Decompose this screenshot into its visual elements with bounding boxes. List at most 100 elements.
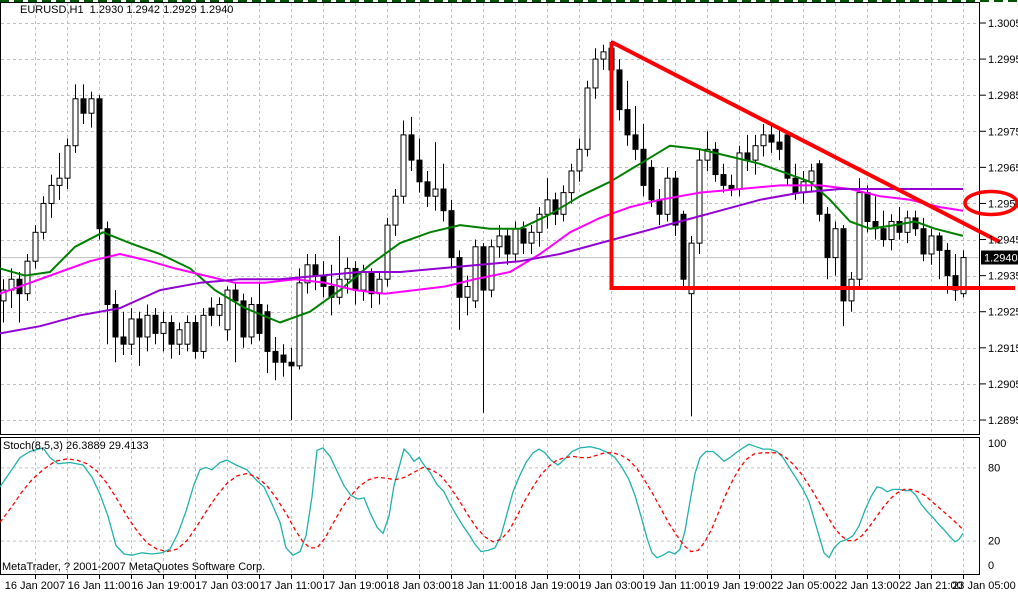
bull-candle-body xyxy=(464,285,471,298)
bull-candle-body xyxy=(664,177,671,215)
bear-candle-body xyxy=(424,181,431,197)
bear-candle-body xyxy=(880,228,887,241)
bear-candle-body xyxy=(936,235,943,251)
current-price-box xyxy=(981,250,1018,265)
stoch-signal-line xyxy=(0,452,964,553)
bull-candle-body xyxy=(128,318,135,345)
bull-candle-body xyxy=(848,278,855,302)
bear-candle-body xyxy=(824,213,831,259)
bear-candle-body xyxy=(208,307,215,316)
bear-candle-body xyxy=(712,148,719,176)
ma-fast-green xyxy=(0,144,964,324)
stoch-axis-label: 80 xyxy=(988,462,1000,474)
bull-candle-body xyxy=(176,329,183,345)
bear-candle-body xyxy=(480,246,487,291)
bull-candle-body xyxy=(800,181,807,194)
price-axis-label: 1.2965 xyxy=(988,162,1018,174)
stoch-axis-label: 100 xyxy=(988,438,1006,450)
bear-candle-body xyxy=(112,304,119,338)
bear-candle-body xyxy=(840,228,847,302)
bear-candle-body xyxy=(232,289,239,302)
price-axis-label: 1.3005 xyxy=(988,18,1018,30)
bull-candle-body xyxy=(488,246,495,291)
bear-candle-body xyxy=(440,188,447,212)
bear-candle-body xyxy=(784,134,791,179)
price-axis-label: 1.2975 xyxy=(988,126,1018,138)
bear-candle-body xyxy=(640,148,647,186)
bear-candle-body xyxy=(416,159,423,183)
bull-candle-body xyxy=(576,148,583,172)
bull-candle-body xyxy=(496,235,503,248)
bear-candle-body xyxy=(520,228,527,244)
bull-candle-body xyxy=(568,170,575,194)
price-axis-label: 1.2985 xyxy=(988,90,1018,102)
stoch-axis-label: 20 xyxy=(988,536,1000,548)
bear-candle-body xyxy=(152,314,159,334)
bull-candle-body xyxy=(808,170,815,183)
bear-candle-body xyxy=(280,354,287,363)
bear-candle-body xyxy=(944,249,951,277)
bear-candle-body xyxy=(80,98,87,114)
bear-candle-body xyxy=(648,166,655,201)
bear-candle-body xyxy=(776,141,783,150)
bear-candle-body xyxy=(240,300,247,338)
bull-candle-body xyxy=(544,199,551,215)
bull-candle-body xyxy=(904,217,911,233)
bear-candle-body xyxy=(104,228,111,306)
bear-candle-body xyxy=(624,109,631,136)
bull-candle-body xyxy=(696,159,703,244)
time-axis[interactable]: 16 Jan 2007 16 Jan 11:00 16 Jan 19:00 17 Ja… xyxy=(5,575,1016,592)
price-axis[interactable]: 1.3005 1.2995 1.2985 1.2975 1.2965 1.2955 1.29… xyxy=(963,18,1018,427)
bear-candle-body xyxy=(616,69,623,111)
bull-candle-body xyxy=(432,188,439,197)
bull-candle-body xyxy=(472,246,479,302)
bull-candle-body xyxy=(224,289,231,331)
price-axis-label: 1.2945 xyxy=(988,235,1018,247)
stoch-axis[interactable]: 100 80 20 0 xyxy=(988,438,1006,572)
time-axis-label: 23 Jan 05:00 xyxy=(952,580,1016,592)
bull-candle-body xyxy=(0,289,7,302)
ma-medium-magenta xyxy=(0,184,964,295)
bear-candle-body xyxy=(368,271,375,295)
bear-candle-body xyxy=(920,228,927,255)
bear-candle-body xyxy=(680,213,687,280)
bull-candle-body xyxy=(832,228,839,259)
candlestick-series xyxy=(0,41,967,420)
bear-candle-body xyxy=(896,220,903,233)
bear-candle-body xyxy=(120,336,127,345)
price-axis-label: 1.2955 xyxy=(988,198,1018,210)
bull-candle-body xyxy=(184,322,191,345)
price-axis-label: 1.2915 xyxy=(988,343,1018,355)
bull-candle-body xyxy=(72,98,79,147)
bull-candle-body xyxy=(32,231,39,262)
time-axis-label: 18 Jan 19:00 xyxy=(515,580,579,592)
bull-candle-body xyxy=(752,145,759,161)
stoch-axis-label: 0 xyxy=(988,560,994,572)
current-price-box-label: 1.2940 xyxy=(984,253,1018,265)
bull-candle-body xyxy=(888,220,895,241)
bull-candle-body xyxy=(200,314,207,352)
bear-candle-body xyxy=(320,275,327,287)
bull-candle-body xyxy=(144,314,151,338)
bear-candle-body xyxy=(552,199,559,215)
bear-candle-body xyxy=(264,311,271,352)
time-axis-label: 17 Jan 03:00 xyxy=(195,580,259,592)
stoch-main-line xyxy=(0,443,964,559)
price-axis-label: 1.2935 xyxy=(988,271,1018,283)
time-axis-label: 16 Jan 19:00 xyxy=(131,580,195,592)
bull-candle-body xyxy=(512,228,519,255)
bear-candle-body xyxy=(768,134,775,143)
symbol-ohlc-header: EURUSD,H1 1.2930 1.2942 1.2929 1.2940 xyxy=(20,4,234,16)
bull-candle-body xyxy=(376,278,383,295)
triangle-resistance-line xyxy=(610,40,1001,244)
bull-candle-body xyxy=(536,213,543,233)
bull-candle-body xyxy=(392,195,399,226)
bear-candle-body xyxy=(632,134,639,150)
bear-candle-body xyxy=(720,174,727,186)
bear-candle-body xyxy=(288,361,295,367)
bear-candle-body xyxy=(728,184,735,190)
price-axis-label: 1.2905 xyxy=(988,379,1018,391)
bear-candle-body xyxy=(448,210,455,259)
